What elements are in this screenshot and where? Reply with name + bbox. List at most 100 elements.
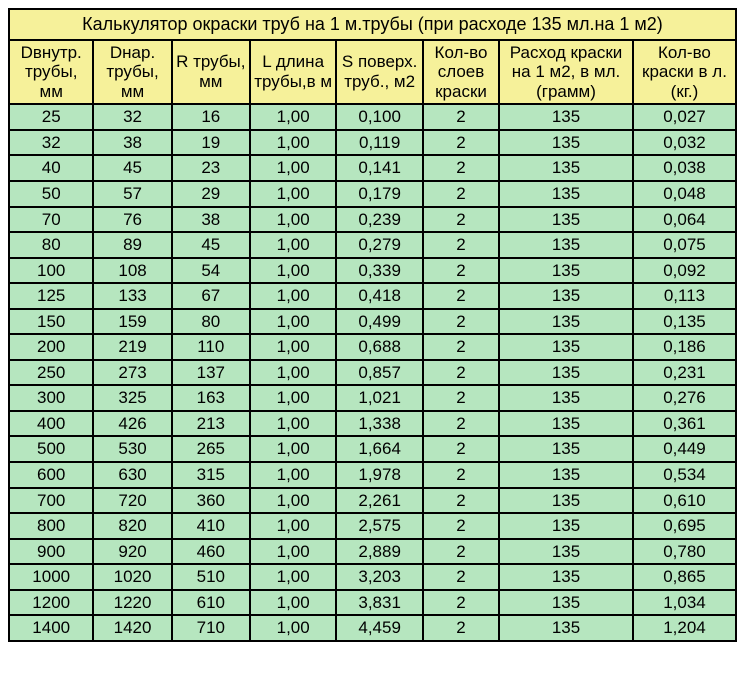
- cell: 125: [9, 283, 93, 309]
- cell: 1,00: [250, 488, 336, 514]
- table-row: 4045231,000,14121350,038: [9, 155, 736, 181]
- cell: 1,00: [250, 309, 336, 335]
- cell: 32: [93, 104, 171, 130]
- col-header-3: L длина трубы,в м: [250, 40, 336, 105]
- cell: 135: [499, 258, 633, 284]
- cell: 135: [499, 207, 633, 233]
- cell: 920: [93, 539, 171, 565]
- cell: 135: [499, 385, 633, 411]
- cell: 1,00: [250, 232, 336, 258]
- cell: 2: [423, 513, 499, 539]
- table-row: 120012206101,003,83121351,034: [9, 590, 736, 616]
- cell: 1,664: [336, 436, 422, 462]
- cell: 1,00: [250, 539, 336, 565]
- cell: 0,113: [633, 283, 736, 309]
- cell: 900: [9, 539, 93, 565]
- cell: 70: [9, 207, 93, 233]
- cell: 135: [499, 615, 633, 641]
- cell: 3,203: [336, 564, 422, 590]
- cell: 54: [172, 258, 250, 284]
- cell: 360: [172, 488, 250, 514]
- cell: 0,780: [633, 539, 736, 565]
- cell: 2: [423, 155, 499, 181]
- cell: 135: [499, 411, 633, 437]
- col-header-6: Расход краски на 1 м2, в мл.(грамм): [499, 40, 633, 105]
- cell: 0,279: [336, 232, 422, 258]
- cell: 2: [423, 488, 499, 514]
- cell: 135: [499, 232, 633, 258]
- cell: 273: [93, 360, 171, 386]
- cell: 108: [93, 258, 171, 284]
- table-row: 2532161,000,10021350,027: [9, 104, 736, 130]
- cell: 426: [93, 411, 171, 437]
- table-row: 125133671,000,41821350,113: [9, 283, 736, 309]
- cell: 0,075: [633, 232, 736, 258]
- cell: 32: [9, 130, 93, 156]
- col-header-1: Dнар. трубы, мм: [93, 40, 171, 105]
- cell: 4,459: [336, 615, 422, 641]
- cell: 23: [172, 155, 250, 181]
- table-row: 8089451,000,27921350,075: [9, 232, 736, 258]
- cell: 2,575: [336, 513, 422, 539]
- cell: 38: [172, 207, 250, 233]
- table-row: 140014207101,004,45921351,204: [9, 615, 736, 641]
- cell: 0,857: [336, 360, 422, 386]
- header-row: Dвнутр. трубы, ммDнар. трубы, ммR трубы,…: [9, 40, 736, 105]
- cell: 200: [9, 334, 93, 360]
- cell: 530: [93, 436, 171, 462]
- cell: 2: [423, 258, 499, 284]
- cell: 630: [93, 462, 171, 488]
- cell: 0,695: [633, 513, 736, 539]
- table-row: 100108541,000,33921350,092: [9, 258, 736, 284]
- cell: 500: [9, 436, 93, 462]
- cell: 1,00: [250, 385, 336, 411]
- table-row: 8008204101,002,57521350,695: [9, 513, 736, 539]
- cell: 1,00: [250, 564, 336, 590]
- cell: 2: [423, 539, 499, 565]
- cell: 0,865: [633, 564, 736, 590]
- table-row: 3238191,000,11921350,032: [9, 130, 736, 156]
- cell: 1220: [93, 590, 171, 616]
- cell: 2: [423, 564, 499, 590]
- cell: 135: [499, 360, 633, 386]
- cell: 2: [423, 411, 499, 437]
- cell: 1,204: [633, 615, 736, 641]
- cell: 1200: [9, 590, 93, 616]
- cell: 315: [172, 462, 250, 488]
- cell: 300: [9, 385, 93, 411]
- cell: 700: [9, 488, 93, 514]
- col-header-5: Кол-во слоев краски: [423, 40, 499, 105]
- cell: 40: [9, 155, 93, 181]
- cell: 250: [9, 360, 93, 386]
- cell: 1,00: [250, 411, 336, 437]
- cell: 1020: [93, 564, 171, 590]
- cell: 135: [499, 104, 633, 130]
- cell: 1000: [9, 564, 93, 590]
- cell: 100: [9, 258, 93, 284]
- cell: 25: [9, 104, 93, 130]
- cell: 820: [93, 513, 171, 539]
- cell: 3,831: [336, 590, 422, 616]
- cell: 1,00: [250, 615, 336, 641]
- cell: 0,100: [336, 104, 422, 130]
- col-header-0: Dвнутр. трубы, мм: [9, 40, 93, 105]
- table-row: 150159801,000,49921350,135: [9, 309, 736, 335]
- cell: 50: [9, 181, 93, 207]
- cell: 0,339: [336, 258, 422, 284]
- cell: 110: [172, 334, 250, 360]
- cell: 38: [93, 130, 171, 156]
- cell: 76: [93, 207, 171, 233]
- cell: 2: [423, 462, 499, 488]
- cell: 45: [172, 232, 250, 258]
- cell: 135: [499, 130, 633, 156]
- cell: 137: [172, 360, 250, 386]
- table-row: 5005302651,001,66421350,449: [9, 436, 736, 462]
- cell: 1420: [93, 615, 171, 641]
- cell: 265: [172, 436, 250, 462]
- cell: 67: [172, 283, 250, 309]
- cell: 2: [423, 360, 499, 386]
- cell: 510: [172, 564, 250, 590]
- cell: 0,064: [633, 207, 736, 233]
- cell: 800: [9, 513, 93, 539]
- cell: 2: [423, 385, 499, 411]
